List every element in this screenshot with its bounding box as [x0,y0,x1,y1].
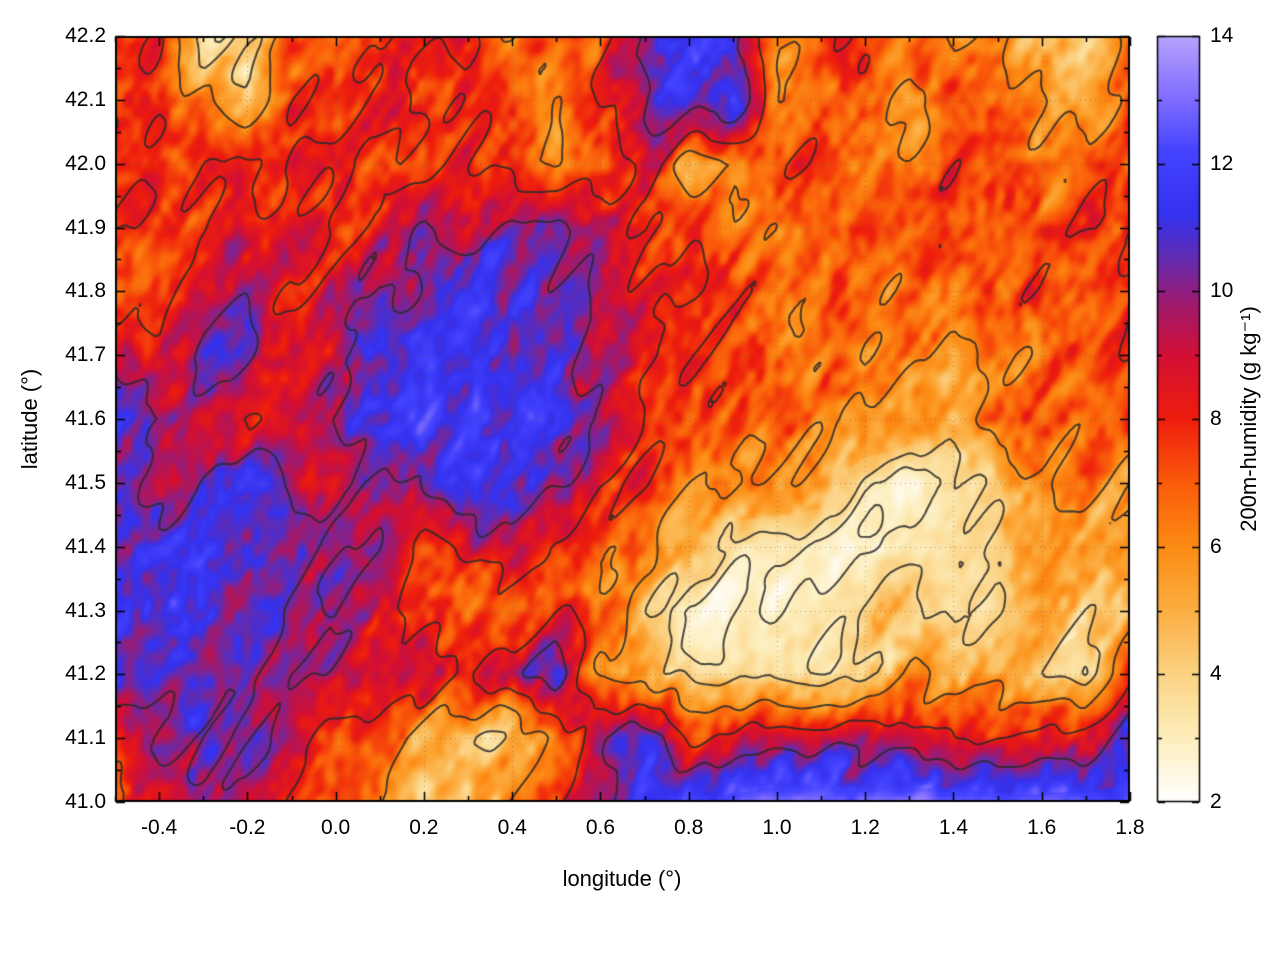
y-tick-label: 41.2 [65,662,106,686]
colorbar-tick-label: 14 [1210,24,1234,47]
y-tick-label: 41.8 [65,279,106,303]
colorbar-tick-label: 12 [1210,151,1234,175]
x-tick-label: -0.2 [229,816,266,839]
y-tick-label: 41.0 [65,790,106,813]
y-axis-label: latitude (°) [17,368,42,470]
y-tick-label: 41.9 [65,215,106,239]
x-tick-label: 0.8 [674,816,704,839]
x-tick-label: -0.4 [141,816,178,839]
colorbar-tick-label: 10 [1210,279,1234,303]
y-tick-label: 41.6 [65,407,106,430]
x-tick-label: 0.0 [321,816,351,839]
x-tick-label: 0.2 [409,816,439,839]
x-tick-label: 0.4 [497,816,527,839]
y-tick-label: 42.0 [65,151,106,175]
colorbar-tick-label: 8 [1210,407,1222,430]
x-tick-label: 1.8 [1115,816,1145,839]
x-tick-label: 1.4 [938,816,969,839]
y-tick-label: 41.5 [65,470,106,494]
colorbar-tick-label: 2 [1210,790,1222,813]
y-tick-label: 42.2 [65,24,106,47]
colorbar-tick-label: 4 [1210,662,1222,686]
x-tick-label: 1.2 [850,816,880,839]
x-tick-label: 1.0 [762,816,792,839]
y-tick-label: 42.1 [65,87,106,111]
x-tick-label: 1.6 [1027,816,1057,839]
y-tick-label: 41.3 [65,598,106,622]
x-tick-label: 0.6 [585,816,616,839]
y-tick-label: 41.7 [65,343,106,367]
y-tick-label: 41.1 [65,726,106,750]
y-tick-label: 41.4 [65,534,106,558]
x-axis-label: longitude (°) [562,866,682,891]
colorbar-label: 200m-humidity (g kg⁻¹) [1236,306,1261,532]
colorbar-tick-label: 6 [1210,534,1222,558]
